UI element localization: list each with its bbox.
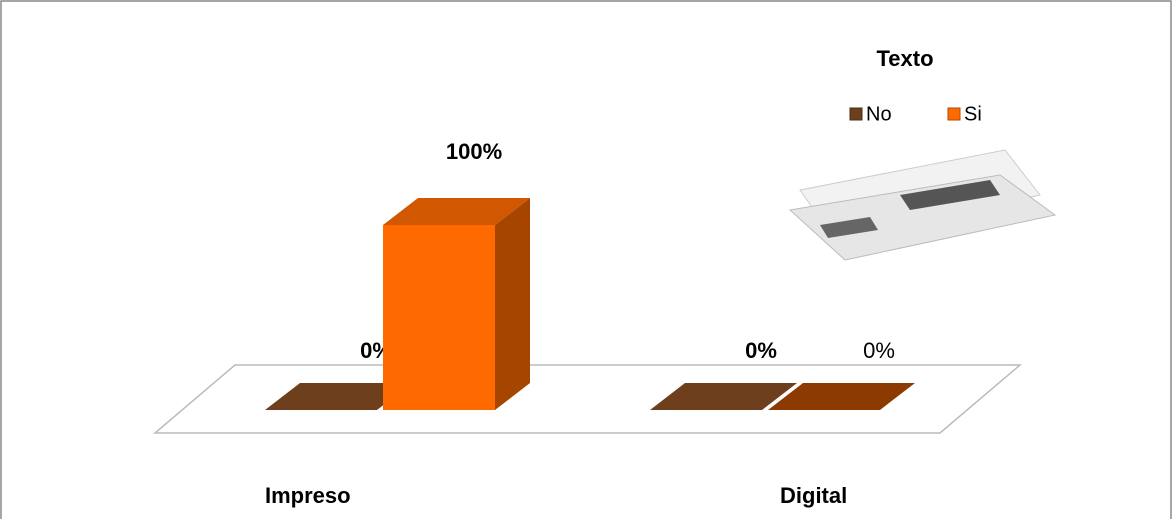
bar-top bbox=[383, 198, 530, 225]
value-label: 100% bbox=[446, 139, 502, 164]
floor bbox=[152, 364, 1023, 434]
legend-swatch bbox=[947, 107, 961, 121]
chart-title: Texto bbox=[876, 46, 933, 71]
bar bbox=[650, 383, 797, 410]
legend-label: No bbox=[866, 103, 892, 125]
bar bbox=[383, 225, 495, 410]
legend-swatch bbox=[849, 107, 863, 121]
bar-side bbox=[495, 198, 530, 410]
newspaper-image bbox=[788, 149, 1057, 261]
legend-label: Si bbox=[964, 103, 982, 125]
value-label: 0% bbox=[863, 338, 895, 363]
x-tick-label: Digital bbox=[780, 483, 847, 508]
x-tick-label: Impreso bbox=[265, 483, 351, 508]
bar bbox=[768, 383, 915, 410]
value-label: 0% bbox=[745, 338, 777, 363]
bar bbox=[265, 383, 412, 410]
